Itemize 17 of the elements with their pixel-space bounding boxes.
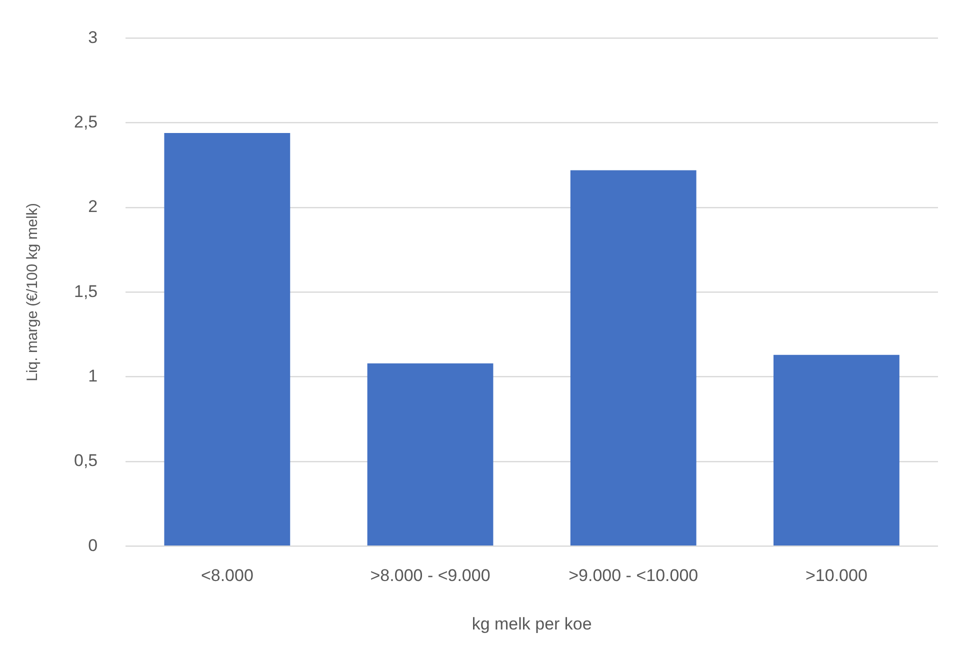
bar [164,133,290,546]
y-tick-label: 0 [88,536,98,555]
y-tick-label: 0,5 [74,451,98,470]
x-tick-label: >9.000 - <10.000 [568,566,698,586]
bar [773,354,900,546]
x-tick-label: >10.000 [805,566,868,586]
y-axis-title: Liq. marge (€/100 kg melk) [24,202,42,382]
y-tick-label: 1,5 [74,282,98,301]
x-tick-label: >8.000 - <9.000 [370,566,490,586]
bar [367,363,494,546]
bar [570,170,696,546]
x-tick-label: <8.000 [200,566,254,586]
y-tick-label: 1 [88,366,98,386]
x-axis-title: kg melk per koe [472,614,592,634]
y-tick-label: 3 [88,28,98,47]
y-tick-label: 2,5 [74,112,98,132]
y-tick-label: 2 [88,197,98,216]
